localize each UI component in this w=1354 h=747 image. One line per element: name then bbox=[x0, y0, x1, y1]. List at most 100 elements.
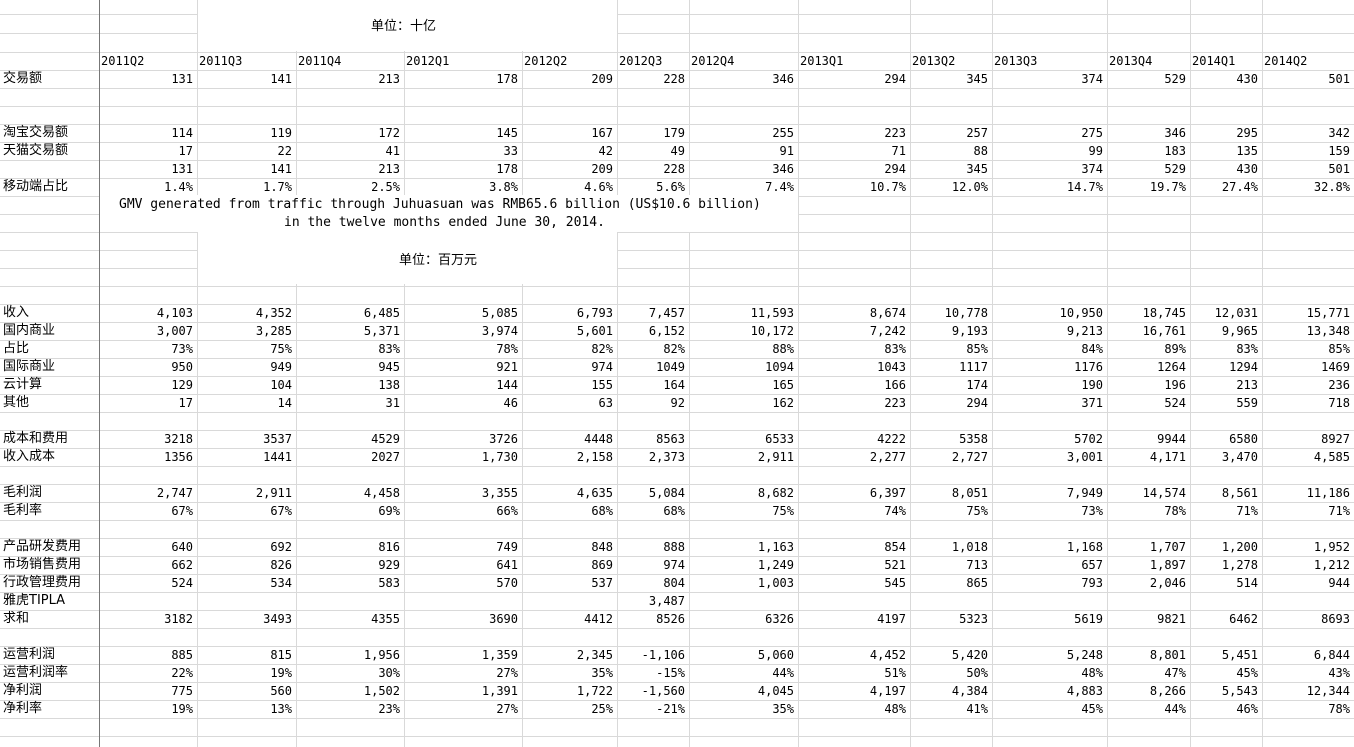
data-cell[interactable]: 640 bbox=[171, 540, 193, 554]
data-cell[interactable]: 430 bbox=[1236, 72, 1258, 86]
data-cell[interactable]: 921 bbox=[496, 360, 518, 374]
data-cell[interactable]: 6533 bbox=[765, 432, 794, 446]
data-cell[interactable]: 1,163 bbox=[757, 540, 794, 554]
data-cell[interactable]: 3493 bbox=[263, 612, 292, 626]
data-cell[interactable]: 1,278 bbox=[1221, 558, 1258, 572]
data-cell[interactable]: 10.7% bbox=[869, 180, 906, 194]
data-cell[interactable]: 138 bbox=[378, 378, 400, 392]
data-cell[interactable]: 74% bbox=[884, 504, 906, 518]
data-cell[interactable]: -1,560 bbox=[641, 684, 685, 698]
data-cell[interactable]: 3690 bbox=[489, 612, 518, 626]
data-cell[interactable]: 46 bbox=[503, 396, 518, 410]
data-cell[interactable]: 4529 bbox=[371, 432, 400, 446]
data-cell[interactable] bbox=[1262, 592, 1354, 610]
data-cell[interactable]: 14.7% bbox=[1066, 180, 1103, 194]
data-cell[interactable]: 5.6% bbox=[656, 180, 685, 194]
data-cell[interactable]: 2,911 bbox=[255, 486, 292, 500]
data-cell[interactable]: 1264 bbox=[1157, 360, 1186, 374]
data-cell[interactable]: 89% bbox=[1164, 342, 1186, 356]
data-cell[interactable]: 865 bbox=[966, 576, 988, 590]
data-cell[interactable]: 1,956 bbox=[363, 648, 400, 662]
data-cell[interactable]: 179 bbox=[663, 126, 685, 140]
data-cell[interactable]: 4197 bbox=[877, 612, 906, 626]
column-header-2013Q3[interactable]: 2013Q3 bbox=[994, 54, 1038, 68]
data-cell[interactable]: 5,451 bbox=[1221, 648, 1258, 662]
data-cell[interactable]: 45% bbox=[1081, 702, 1103, 716]
data-cell[interactable]: 3,487 bbox=[648, 594, 685, 608]
column-header-2013Q4[interactable]: 2013Q4 bbox=[1109, 54, 1153, 68]
data-cell[interactable]: 2,373 bbox=[648, 450, 685, 464]
data-cell[interactable]: 775 bbox=[171, 684, 193, 698]
data-cell[interactable]: 114 bbox=[171, 126, 193, 140]
data-cell[interactable]: 4,585 bbox=[1313, 450, 1350, 464]
data-cell[interactable]: 75% bbox=[772, 504, 794, 518]
data-cell[interactable]: 129 bbox=[171, 378, 193, 392]
data-cell[interactable]: 3,007 bbox=[156, 324, 193, 338]
data-cell[interactable]: 5,084 bbox=[648, 486, 685, 500]
data-cell[interactable]: 6580 bbox=[1229, 432, 1258, 446]
data-cell[interactable]: 537 bbox=[591, 576, 613, 590]
data-cell[interactable]: 524 bbox=[1164, 396, 1186, 410]
data-cell[interactable]: 8563 bbox=[656, 432, 685, 446]
row-label[interactable]: 运营利润率 bbox=[3, 665, 69, 680]
data-cell[interactable] bbox=[197, 592, 296, 610]
data-cell[interactable]: 178 bbox=[496, 162, 518, 176]
data-cell[interactable]: 145 bbox=[496, 126, 518, 140]
data-cell[interactable]: 3,355 bbox=[481, 486, 518, 500]
data-cell[interactable]: 559 bbox=[1236, 396, 1258, 410]
data-cell[interactable]: 164 bbox=[663, 378, 685, 392]
data-cell[interactable]: 4222 bbox=[877, 432, 906, 446]
data-cell[interactable]: 13,348 bbox=[1306, 324, 1350, 338]
data-cell[interactable]: 25% bbox=[591, 702, 613, 716]
data-cell[interactable]: 944 bbox=[1328, 576, 1350, 590]
data-cell[interactable]: 371 bbox=[1081, 396, 1103, 410]
data-cell[interactable]: 22% bbox=[171, 666, 193, 680]
data-cell[interactable]: 5358 bbox=[959, 432, 988, 446]
data-cell[interactable]: 23% bbox=[378, 702, 400, 716]
row-label[interactable]: 产品研发费用 bbox=[3, 539, 82, 554]
data-cell[interactable]: 815 bbox=[270, 648, 292, 662]
data-cell[interactable]: 6,793 bbox=[576, 306, 613, 320]
data-cell[interactable]: 1,359 bbox=[481, 648, 518, 662]
data-cell[interactable]: 8,561 bbox=[1221, 486, 1258, 500]
data-cell[interactable]: 63 bbox=[598, 396, 613, 410]
data-cell[interactable]: 17 bbox=[178, 144, 193, 158]
row-label[interactable]: 求和 bbox=[3, 611, 30, 626]
data-cell[interactable]: 213 bbox=[378, 162, 400, 176]
data-cell[interactable]: 155 bbox=[591, 378, 613, 392]
row-label[interactable]: 运营利润 bbox=[3, 647, 56, 662]
data-cell[interactable]: 27.4% bbox=[1221, 180, 1258, 194]
data-cell[interactable]: 2,727 bbox=[951, 450, 988, 464]
data-cell[interactable]: 2,345 bbox=[576, 648, 613, 662]
data-cell[interactable]: 223 bbox=[884, 126, 906, 140]
data-cell[interactable]: 255 bbox=[772, 126, 794, 140]
data-cell[interactable]: 1,952 bbox=[1313, 540, 1350, 554]
data-cell[interactable]: 141 bbox=[270, 72, 292, 86]
data-cell[interactable]: 209 bbox=[591, 162, 613, 176]
data-cell[interactable]: 6,485 bbox=[363, 306, 400, 320]
data-cell[interactable]: 213 bbox=[1236, 378, 1258, 392]
data-cell[interactable]: 345 bbox=[966, 162, 988, 176]
data-cell[interactable]: 4,171 bbox=[1149, 450, 1186, 464]
data-cell[interactable]: 5323 bbox=[959, 612, 988, 626]
data-cell[interactable]: 3218 bbox=[164, 432, 193, 446]
row-label[interactable]: 雅虎TIPLA bbox=[3, 593, 66, 608]
data-cell[interactable]: 1469 bbox=[1321, 360, 1350, 374]
data-cell[interactable]: 6,397 bbox=[869, 486, 906, 500]
column-header-2012Q4[interactable]: 2012Q4 bbox=[691, 54, 735, 68]
data-cell[interactable]: 71% bbox=[1328, 504, 1350, 518]
row-label[interactable]: 净利润 bbox=[3, 683, 43, 698]
data-cell[interactable]: -1,106 bbox=[641, 648, 685, 662]
data-cell[interactable]: 190 bbox=[1081, 378, 1103, 392]
data-cell[interactable]: 2,277 bbox=[869, 450, 906, 464]
data-cell[interactable]: 183 bbox=[1164, 144, 1186, 158]
data-cell[interactable]: 49 bbox=[670, 144, 685, 158]
data-cell[interactable]: 501 bbox=[1328, 72, 1350, 86]
data-cell[interactable]: 11,593 bbox=[750, 306, 794, 320]
data-cell[interactable]: 9,193 bbox=[951, 324, 988, 338]
data-cell[interactable]: 346 bbox=[1164, 126, 1186, 140]
data-cell[interactable]: 68% bbox=[591, 504, 613, 518]
data-cell[interactable]: 5,060 bbox=[757, 648, 794, 662]
data-cell[interactable]: 12.0% bbox=[951, 180, 988, 194]
data-cell[interactable]: 1.4% bbox=[164, 180, 193, 194]
